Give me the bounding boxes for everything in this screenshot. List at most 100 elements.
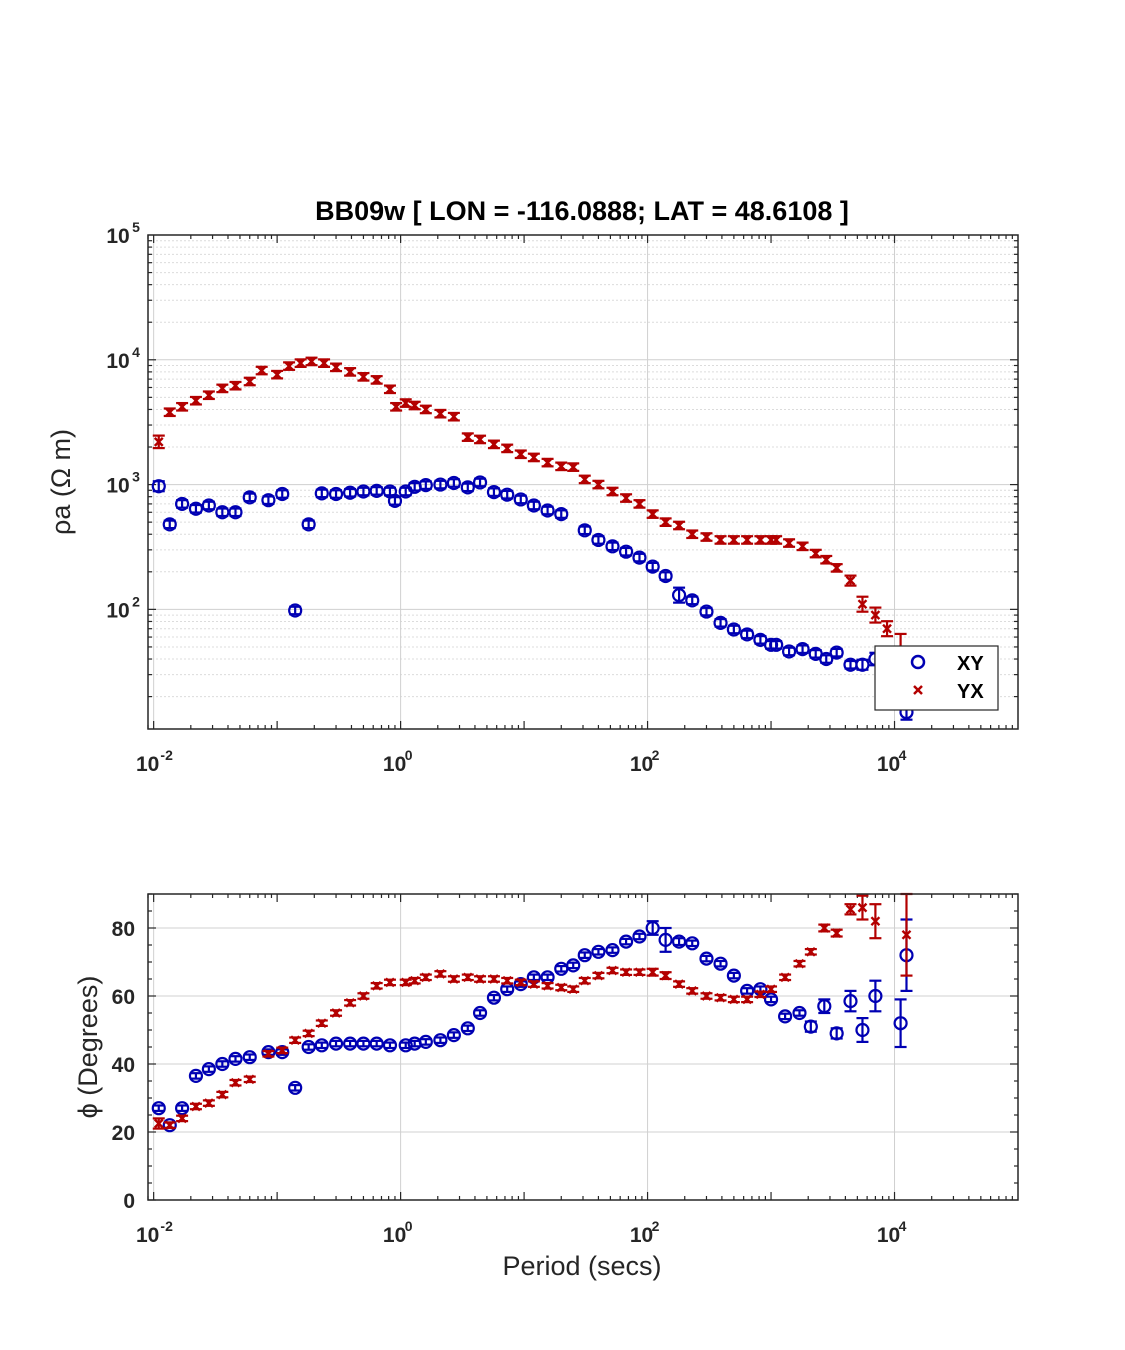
- data-point-xy: [769, 637, 784, 652]
- error-bar: [419, 1038, 432, 1046]
- y-tick-label: 20: [112, 1122, 135, 1145]
- data-point-xy: [242, 490, 257, 505]
- data-point-yx: [164, 407, 175, 418]
- data-point-yx: [831, 928, 842, 938]
- series-xy: [151, 475, 914, 721]
- data-point-yx: [435, 408, 446, 419]
- data-point-xy: [460, 480, 475, 495]
- data-point-xy: [868, 988, 883, 1004]
- data-point-xy: [433, 1033, 448, 1048]
- data-point-yx: [385, 977, 395, 988]
- data-point-yx: [230, 1077, 241, 1088]
- data-point-yx: [660, 970, 671, 981]
- x-tick-label: 10: [136, 1224, 159, 1247]
- legend-label-xy: XY: [957, 653, 984, 675]
- data-point-xy: [713, 615, 728, 630]
- error-bar: [357, 1039, 370, 1048]
- y-tick-label-exponent: 5: [132, 219, 140, 235]
- error-bar: [474, 1009, 487, 1017]
- data-point-yx: [462, 972, 473, 983]
- data-point-xy: [369, 483, 384, 498]
- error-bar: [302, 1043, 315, 1051]
- data-point-yx: [529, 452, 539, 463]
- data-point-xy: [382, 1038, 398, 1053]
- data-point-xy: [605, 942, 620, 958]
- data-point-xy: [792, 1005, 807, 1021]
- data-point-xy: [433, 477, 448, 492]
- error-bar: [555, 964, 568, 973]
- data-point-yx: [647, 967, 658, 978]
- data-point-xy: [591, 532, 606, 548]
- data-point-xy: [819, 651, 834, 667]
- data-point-xy: [228, 505, 243, 520]
- data-point-yx: [502, 975, 513, 986]
- data-point-xy: [671, 934, 687, 949]
- legend-box: [874, 645, 999, 711]
- data-point-yx: [579, 975, 590, 986]
- data-point-xy: [554, 507, 569, 522]
- data-point-xy: [343, 1036, 358, 1051]
- data-point-yx: [191, 1101, 201, 1112]
- y-tick-label: 10: [106, 350, 129, 373]
- data-point-yx: [319, 358, 329, 368]
- data-point-yx: [821, 554, 832, 565]
- data-point-xy: [162, 517, 177, 532]
- data-point-xy: [526, 498, 541, 513]
- x-tick-label: 10: [630, 753, 653, 776]
- y-axis-label-resistivity: ρa (Ω m): [46, 429, 76, 535]
- data-point-yx: [316, 1018, 327, 1029]
- data-point-yx: [715, 535, 726, 545]
- data-point-yx: [371, 375, 382, 385]
- data-point-xy: [513, 492, 528, 507]
- error-bar: [592, 947, 605, 956]
- error-bar: [793, 1009, 806, 1017]
- data-point-xy: [460, 1021, 475, 1036]
- error-bar: [606, 946, 619, 954]
- data-point-xy: [228, 1051, 243, 1067]
- data-point-yx: [607, 486, 618, 497]
- data-point-xy: [472, 475, 488, 490]
- data-point-xy: [577, 523, 592, 538]
- data-point-xy: [618, 544, 634, 559]
- data-point-yx: [420, 972, 431, 983]
- data-point-yx: [331, 1008, 341, 1018]
- data-point-yx: [542, 457, 553, 468]
- data-point-xy: [356, 484, 371, 499]
- data-point-yx: [153, 437, 164, 447]
- x-tick-label: 10: [136, 753, 159, 776]
- data-point-xy: [215, 1056, 230, 1072]
- data-point-yx: [345, 367, 355, 377]
- data-point-yx: [556, 461, 567, 472]
- x-tick-label: 10: [630, 1224, 653, 1247]
- data-point-yx: [634, 499, 645, 509]
- error-bar: [501, 985, 514, 994]
- data-point-yx: [845, 904, 856, 915]
- data-point-yx: [857, 599, 868, 610]
- data-point-yx: [177, 401, 187, 412]
- error-bar: [461, 1024, 474, 1033]
- data-point-yx: [306, 356, 317, 367]
- data-point-yx: [153, 1118, 164, 1129]
- data-point-xy: [540, 503, 555, 518]
- error-bar: [686, 939, 699, 948]
- data-point-yx: [556, 982, 567, 993]
- x-tick-label: 10: [383, 1224, 406, 1247]
- data-point-xy: [658, 568, 673, 584]
- data-point-xy: [500, 487, 515, 502]
- data-point-yx: [290, 1035, 301, 1046]
- error-bar: [344, 1039, 357, 1048]
- x-axis-label: Period (secs): [502, 1251, 661, 1281]
- data-point-yx: [715, 992, 726, 1003]
- data-point-yx: [687, 529, 698, 540]
- data-point-xy: [201, 498, 216, 513]
- chart-title: BB09w [ LON = -116.0888; LAT = 48.6108 ]: [315, 196, 849, 226]
- data-point-yx: [345, 997, 355, 1008]
- data-point-yx: [391, 401, 401, 412]
- y-tick-label: 80: [112, 918, 135, 941]
- data-point-yx: [502, 443, 513, 454]
- x-tick-label: 10: [877, 753, 900, 776]
- data-point-yx: [358, 371, 369, 382]
- x-tick-label-exponent: 0: [405, 1218, 413, 1234]
- data-point-xy: [658, 932, 673, 948]
- data-point-yx: [449, 974, 459, 984]
